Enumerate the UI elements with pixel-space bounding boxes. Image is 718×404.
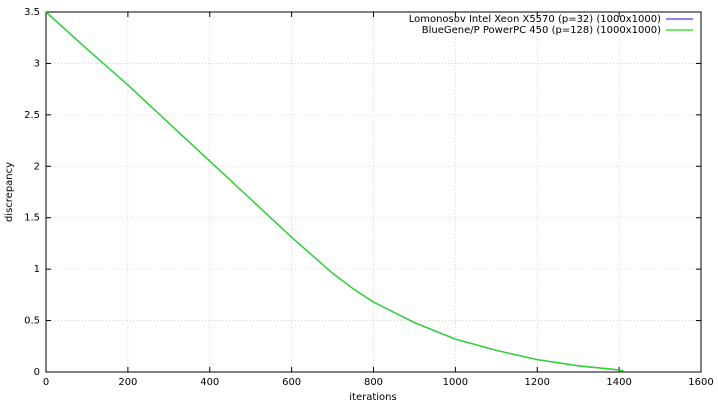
y-tick-label: 3.5 [24, 7, 40, 18]
x-tick-label: 400 [200, 377, 219, 388]
y-tick-label: 2 [34, 161, 40, 172]
x-tick-label: 600 [282, 377, 301, 388]
plot-frame [45, 11, 702, 373]
x-axis-label: iterations [349, 392, 396, 403]
y-tick-label: 1 [34, 264, 40, 275]
x-tick-label: 1000 [443, 377, 468, 388]
legend-label: BlueGene/P PowerPC 450 (p=128) (1000x100… [422, 25, 661, 36]
x-tick-label: 200 [118, 377, 137, 388]
y-tick-label: 3 [34, 58, 40, 69]
x-tick-label: 800 [364, 377, 383, 388]
y-tick-label: 1.5 [24, 213, 40, 224]
y-axis-label: discrepancy [4, 162, 15, 222]
y-tick-label: 0 [34, 367, 40, 378]
x-tick-label: 0 [43, 377, 49, 388]
legend-label: Lomonosov Intel Xeon X5570 (p=32) (1000x… [409, 14, 661, 25]
x-tick-label: 1400 [606, 377, 631, 388]
data-line [45, 11, 624, 372]
x-tick-label: 1200 [525, 377, 550, 388]
data-line [45, 11, 624, 372]
y-tick-label: 2.5 [24, 110, 40, 121]
x-tick-label: 1600 [688, 377, 713, 388]
y-tick-label: 0.5 [24, 316, 40, 327]
